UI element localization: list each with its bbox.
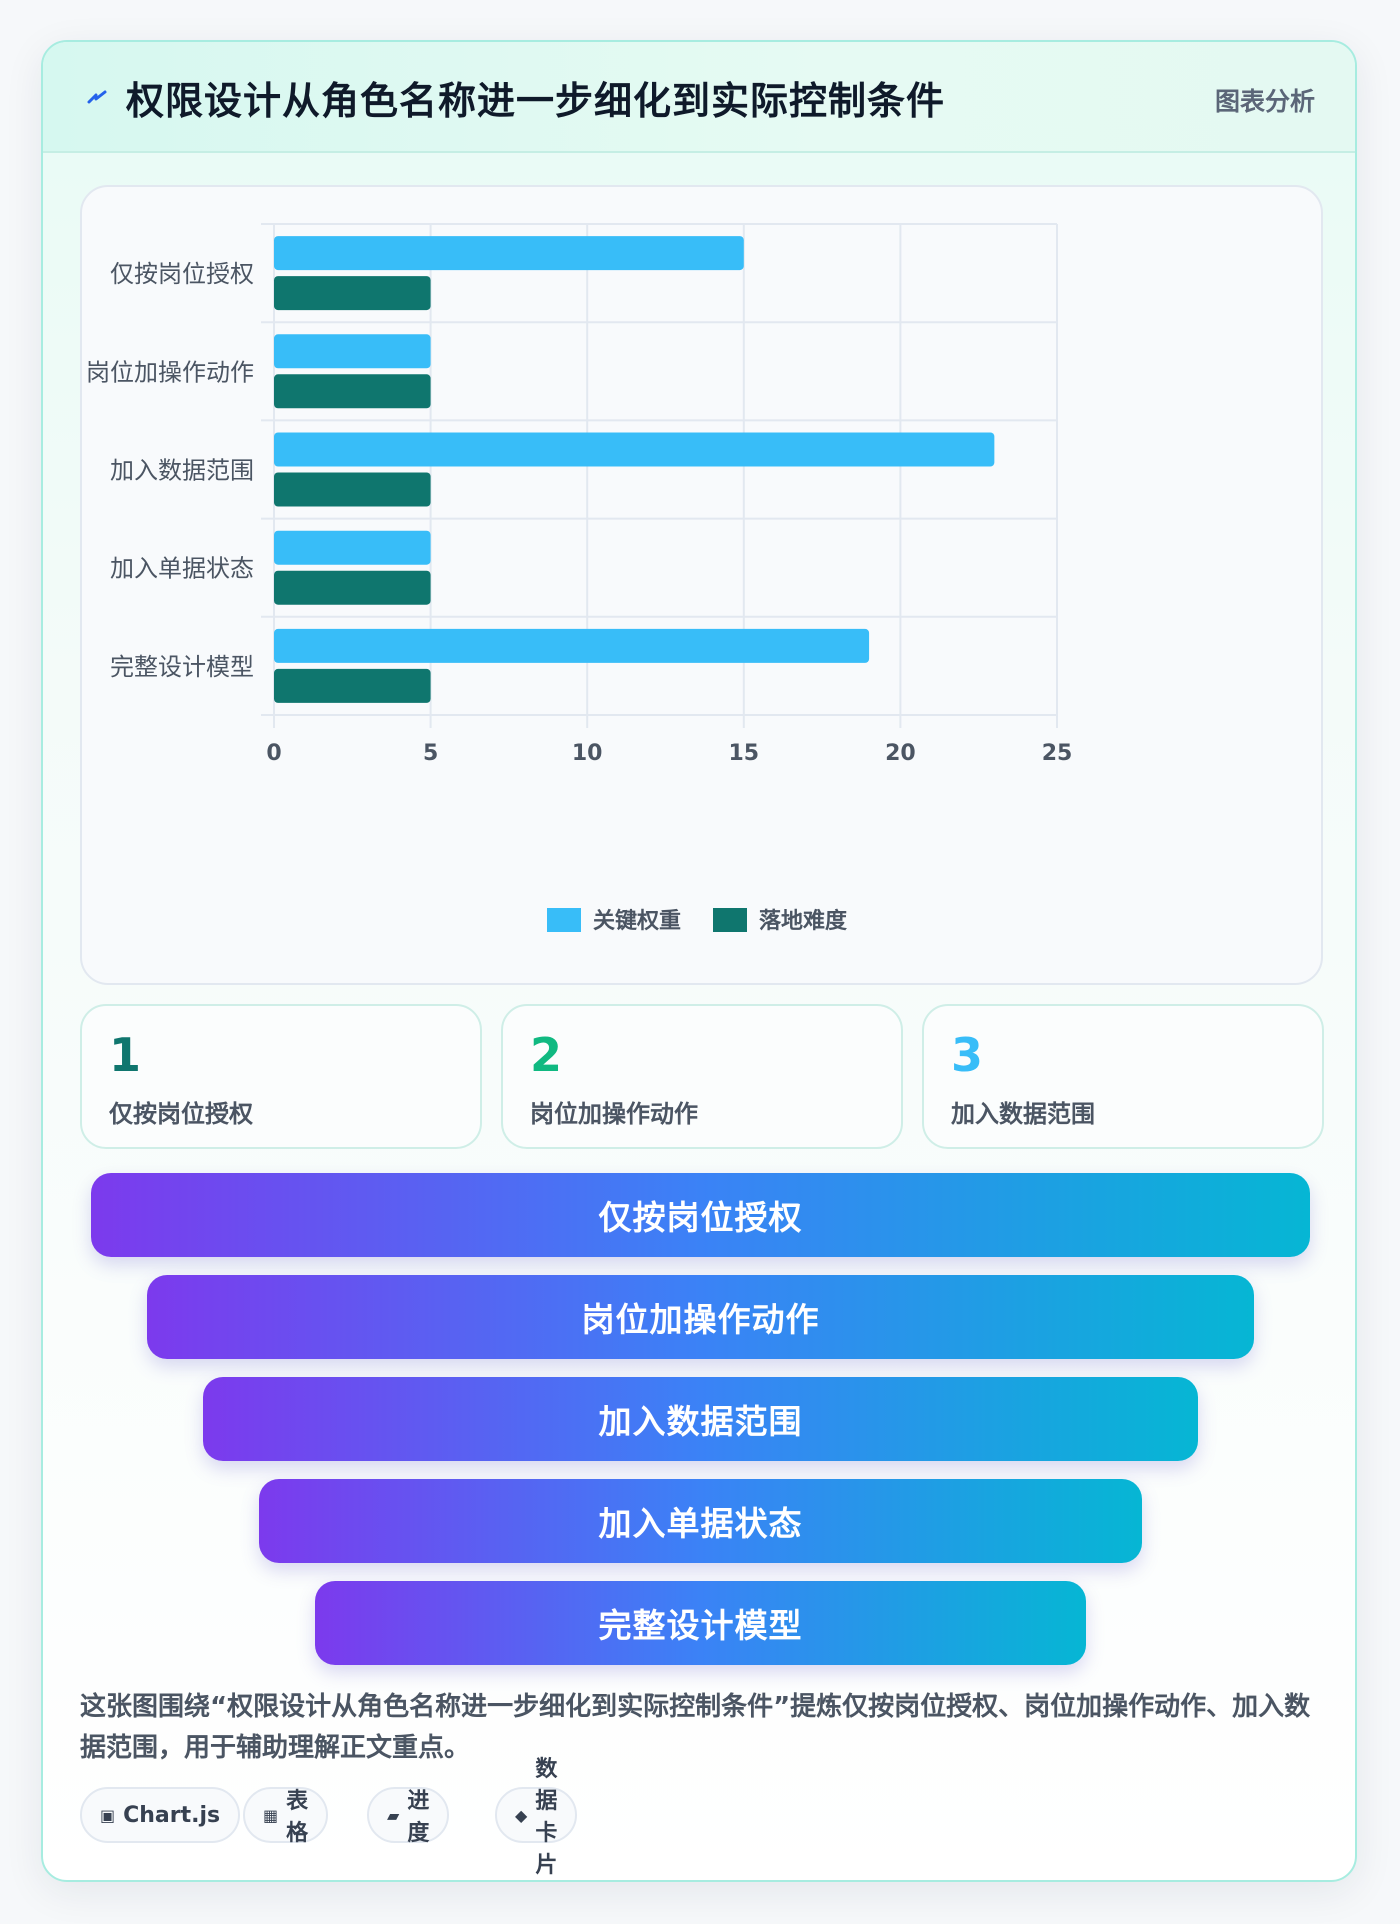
stat-label: 岗位加操作动作 xyxy=(530,1100,698,1128)
table-icon: ▦ xyxy=(263,1805,279,1825)
summary-text: 这张图围绕“权限设计从角色名称进一步细化到实际控制条件”提炼仅按岗位授权、岗位加… xyxy=(80,1692,1311,1763)
funnel-step-5: 完整设计模型 xyxy=(315,1581,1086,1665)
x-tick-label: 15 xyxy=(728,741,759,766)
stat-number: 3 xyxy=(951,1028,984,1082)
x-tick-label: 20 xyxy=(885,741,916,766)
chip-label: 进度 xyxy=(407,1789,430,1846)
lightning-icon xyxy=(87,90,107,104)
x-tick-label: 10 xyxy=(572,741,603,766)
bar-key-weight xyxy=(274,432,995,467)
stat-card-3: 3 加入数据范围 xyxy=(922,1004,1324,1149)
stat-label: 加入数据范围 xyxy=(951,1100,1095,1128)
category-label: 加入单据状态 xyxy=(110,555,254,583)
progress-icon: ▰ xyxy=(387,1805,400,1825)
x-tick-label: 0 xyxy=(266,741,281,766)
funnel-step-1: 仅按岗位授权 xyxy=(91,1173,1310,1257)
funnel-step-3: 加入数据范围 xyxy=(203,1377,1198,1461)
chip-progress[interactable]: ▰ 进度 xyxy=(367,1787,450,1846)
bar-difficulty xyxy=(274,374,431,409)
bar-key-weight xyxy=(274,236,744,271)
chip-table[interactable]: ▦ 表格 xyxy=(243,1787,329,1846)
category-label: 岗位加操作动作 xyxy=(86,358,254,386)
content-card: 权限设计从角色名称进一步细化到实际控制条件 图表分析 仅按岗位授权 岗位加操作动作… xyxy=(41,40,1357,1882)
bar-difficulty xyxy=(274,668,431,703)
bar-difficulty xyxy=(274,276,431,311)
chip-label: Chart.js xyxy=(123,1802,221,1828)
card-header: 权限设计从角色名称进一步细化到实际控制条件 图表分析 xyxy=(43,42,1355,153)
legend-label: 落地难度 xyxy=(759,908,848,934)
chart-analysis-tag: 图表分析 xyxy=(1214,87,1315,116)
category-label: 完整设计模型 xyxy=(110,653,254,681)
stat-label: 仅按岗位授权 xyxy=(109,1100,253,1128)
chip-label: 表格 xyxy=(286,1789,309,1846)
stat-number: 1 xyxy=(109,1028,142,1082)
stat-card-1: 1 仅按岗位授权 xyxy=(80,1004,482,1149)
stat-number: 2 xyxy=(530,1028,563,1082)
x-tick-label: 25 xyxy=(1042,741,1073,766)
chip-label: 数据卡片 xyxy=(535,1757,558,1878)
category-label: 仅按岗位授权 xyxy=(110,260,254,288)
bar-key-weight xyxy=(274,530,431,565)
x-tick-label: 5 xyxy=(423,741,438,766)
bar-difficulty xyxy=(274,472,431,507)
legend-swatch xyxy=(547,908,581,932)
bar-key-weight xyxy=(274,334,431,369)
stat-card-2: 2 岗位加操作动作 xyxy=(501,1004,903,1149)
chart-icon: ▣ xyxy=(100,1805,116,1825)
chip-data-card[interactable]: ◆ 数据卡片 xyxy=(495,1757,578,1878)
chip-chartjs[interactable]: ▣ Chart.js xyxy=(80,1787,241,1843)
page-title: 权限设计从角色名称进一步细化到实际控制条件 xyxy=(126,79,946,123)
legend-label: 关键权重 xyxy=(593,908,681,934)
funnel-step-4: 加入单据状态 xyxy=(259,1479,1142,1563)
category-label: 加入数据范围 xyxy=(110,457,254,485)
bar-difficulty xyxy=(274,570,431,605)
funnel-step-2: 岗位加操作动作 xyxy=(147,1275,1254,1359)
legend-swatch xyxy=(713,908,747,932)
chart-container: 仅按岗位授权岗位加操作动作加入数据范围 加入单据状态 完整设计模型 0 5 10 15 20 2… xyxy=(80,185,1323,985)
card-icon: ◆ xyxy=(515,1805,528,1825)
bar-key-weight xyxy=(274,628,870,663)
